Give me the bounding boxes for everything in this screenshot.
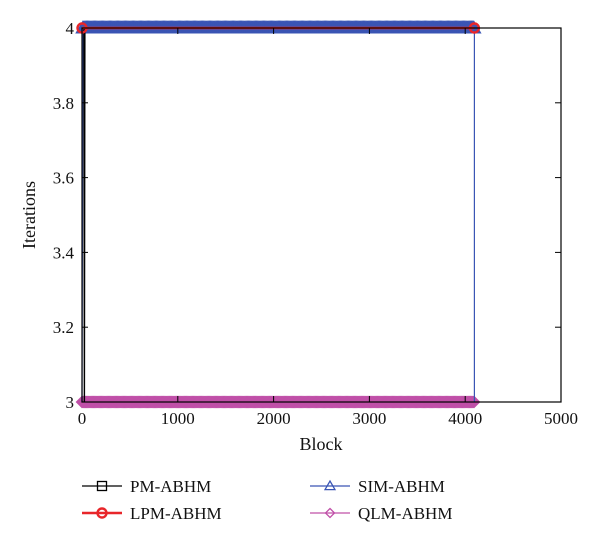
- series-markers: [75, 395, 481, 409]
- data-point: [462, 395, 476, 409]
- x-tick-label: 3000: [352, 409, 386, 428]
- data-point: [465, 395, 479, 409]
- series-line: [81, 27, 475, 403]
- x-axis-label: Block: [300, 434, 343, 454]
- series-qlm-abhm: [75, 395, 481, 409]
- y-tick-label: 4: [66, 19, 75, 38]
- x-tick-label: 5000: [544, 409, 578, 428]
- legend-label: LPM-ABHM: [130, 504, 222, 523]
- legend-item: PM-ABHM: [82, 477, 211, 496]
- legend-label: SIM-ABHM: [358, 477, 445, 496]
- y-tick-label: 3.2: [53, 318, 74, 337]
- legend-item: LPM-ABHM: [82, 504, 222, 523]
- legend-marker: [323, 479, 337, 491]
- x-tick-label: 0: [78, 409, 87, 428]
- y-tick-label: 3.8: [53, 94, 74, 113]
- axes: 0 1000 2000 3000 4000 5000 3 3.2 3.4 3.6 3.8 4: [53, 19, 578, 428]
- y-tick-label: 3.4: [53, 243, 75, 262]
- plot-area: [75, 20, 482, 409]
- y-tick-label: 3.6: [53, 169, 74, 188]
- y-axis-label: Iterations: [19, 181, 39, 249]
- x-tick-label: 2000: [257, 409, 291, 428]
- series-pm-abhm: [82, 27, 475, 403]
- data-point: [466, 395, 480, 409]
- legend-marker: [324, 507, 336, 519]
- data-point: [467, 395, 481, 409]
- series-line: [82, 27, 475, 403]
- x-tick-label: 4000: [448, 409, 482, 428]
- legend-marker: [96, 507, 108, 519]
- data-point: [461, 395, 475, 409]
- y-tick-label: 3: [66, 393, 75, 412]
- legend-item: SIM-ABHM: [310, 477, 445, 496]
- legend-label: QLM-ABHM: [358, 504, 452, 523]
- legend: PM-ABHM LPM-ABHM SIM-ABHM QLM-ABHM: [82, 477, 452, 523]
- plot-frame: [81, 27, 562, 403]
- legend-label: PM-ABHM: [130, 477, 211, 496]
- legend-marker: [96, 480, 108, 492]
- x-tick-label: 1000: [161, 409, 195, 428]
- series-sim-abhm: [75, 20, 482, 403]
- legend-item: QLM-ABHM: [310, 504, 452, 523]
